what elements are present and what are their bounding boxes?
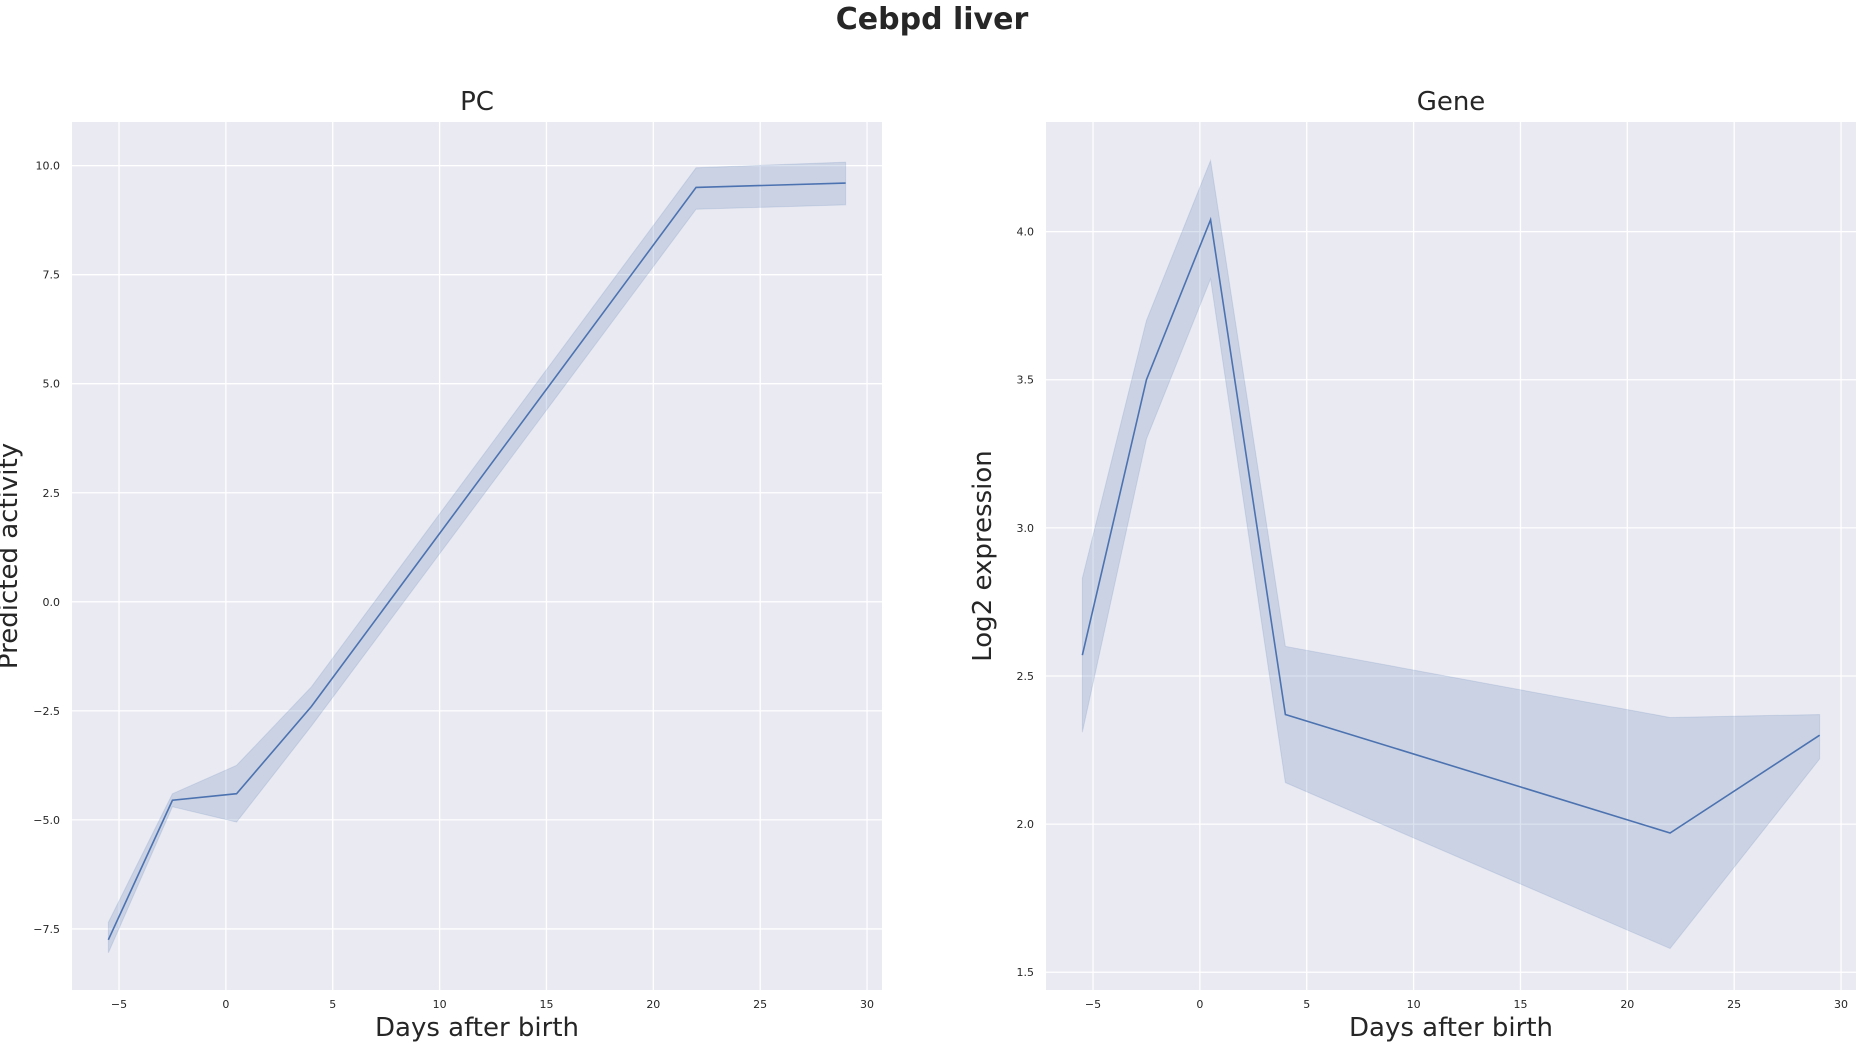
x-tick-label: 10 (433, 998, 447, 1011)
panel-title: Gene (1417, 87, 1486, 117)
x-tick-label: −5 (1085, 998, 1101, 1011)
figure-title: Cebpd liver (835, 2, 1029, 37)
y-tick-label: 2.5 (43, 487, 61, 500)
x-tick-label: −5 (111, 998, 127, 1011)
panel-title: PC (460, 87, 494, 117)
y-tick-label: 2.5 (1017, 670, 1035, 683)
series-line (1081, 216, 1821, 834)
x-tick-label: 5 (329, 998, 336, 1011)
series-line (107, 182, 846, 941)
y-tick-label: 2.0 (1017, 818, 1035, 831)
y-tick-label: 1.5 (1017, 966, 1035, 979)
x-tick-label: 0 (1196, 998, 1203, 1011)
x-tick-label: 30 (860, 998, 874, 1011)
x-tick-label: 30 (1834, 998, 1848, 1011)
x-tick-label: 15 (1513, 998, 1527, 1011)
x-tick-label: 25 (753, 998, 767, 1011)
panel-gene: −5 0 5 10 15 20 25 30 1.5 2.0 2.5 3.0 3.5 4.0 Gene Days… (968, 87, 1856, 1043)
x-tick-label: 0 (222, 998, 229, 1011)
x-tick-label: 25 (1727, 998, 1741, 1011)
x-axis-title: Days after birth (1349, 1013, 1553, 1043)
y-tick-label: −2.5 (33, 705, 60, 718)
confidence-band (1081, 158, 1821, 950)
y-axis-title: Predicted activity (0, 443, 24, 669)
x-tick-label: 10 (1407, 998, 1421, 1011)
y-tick-label: 5.0 (43, 378, 61, 391)
y-tick-label: −7.5 (33, 923, 60, 936)
plot-area (1046, 122, 1856, 990)
y-axis-title: Log2 expression (968, 450, 998, 662)
y-tick-label: 0.0 (43, 596, 61, 609)
x-tick-label: 20 (646, 998, 660, 1011)
x-axis-title: Days after birth (375, 1013, 579, 1043)
x-tick-label: 5 (1303, 998, 1310, 1011)
y-tick-label: 4.0 (1017, 226, 1035, 239)
y-tick-label: 7.5 (43, 269, 61, 282)
x-tick-label: 15 (539, 998, 553, 1011)
y-tick-label: 10.0 (36, 160, 61, 173)
x-tick-label: 20 (1620, 998, 1634, 1011)
y-tick-label: 3.0 (1017, 522, 1035, 535)
plot-area (72, 122, 882, 990)
y-tick-label: −5.0 (33, 814, 60, 827)
confidence-band (107, 161, 847, 954)
y-tick-label: 3.5 (1017, 374, 1035, 387)
panel-pc: −5 0 5 10 15 20 25 30 −7.5 −5.0 −2.5 0.0 2.5 5.0 7.5 10… (0, 87, 882, 1043)
